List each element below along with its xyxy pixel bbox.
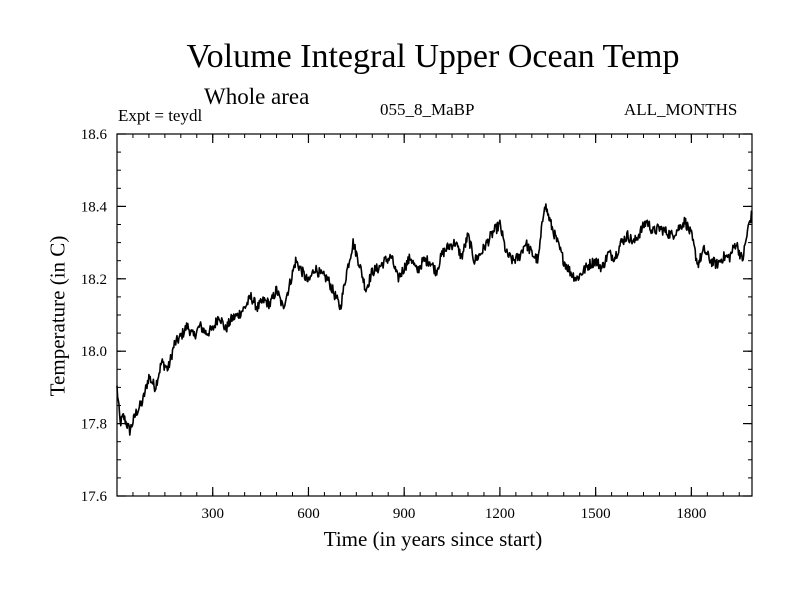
y-tick-label: 17.8 <box>81 417 107 433</box>
y-tick-label: 18.6 <box>81 127 108 143</box>
x-axis-label: Time (in years since start) <box>323 527 543 551</box>
experiment-label: Expt = teydl <box>118 106 203 125</box>
x-tick-label: 900 <box>393 506 416 522</box>
y-tick-label: 18.2 <box>81 272 107 288</box>
x-tick-label: 600 <box>297 506 320 522</box>
x-tick-label: 300 <box>201 506 224 522</box>
major-ticks <box>117 133 752 497</box>
y-tick-label: 18.4 <box>81 199 108 215</box>
x-tick-label: 1500 <box>581 506 611 522</box>
x-tick-label: 1200 <box>485 506 515 522</box>
minor-ticks <box>117 134 752 496</box>
plot-frame <box>116 133 753 497</box>
temperature-series-line <box>116 203 753 436</box>
chart-title: Volume Integral Upper Ocean Temp <box>186 38 680 75</box>
chart-subtitle: Whole area <box>204 84 310 109</box>
y-tick-label: 17.6 <box>81 489 108 505</box>
tick-labels: 300 600 900 1200 1500 1800 17.6 17.8 18.0 18.2 18.… <box>81 127 707 522</box>
case-label: 055_8_MaBP <box>380 100 475 119</box>
months-label: ALL_MONTHS <box>624 100 738 119</box>
y-tick-label: 18.0 <box>81 344 107 360</box>
x-tick-label: 1800 <box>676 506 706 522</box>
